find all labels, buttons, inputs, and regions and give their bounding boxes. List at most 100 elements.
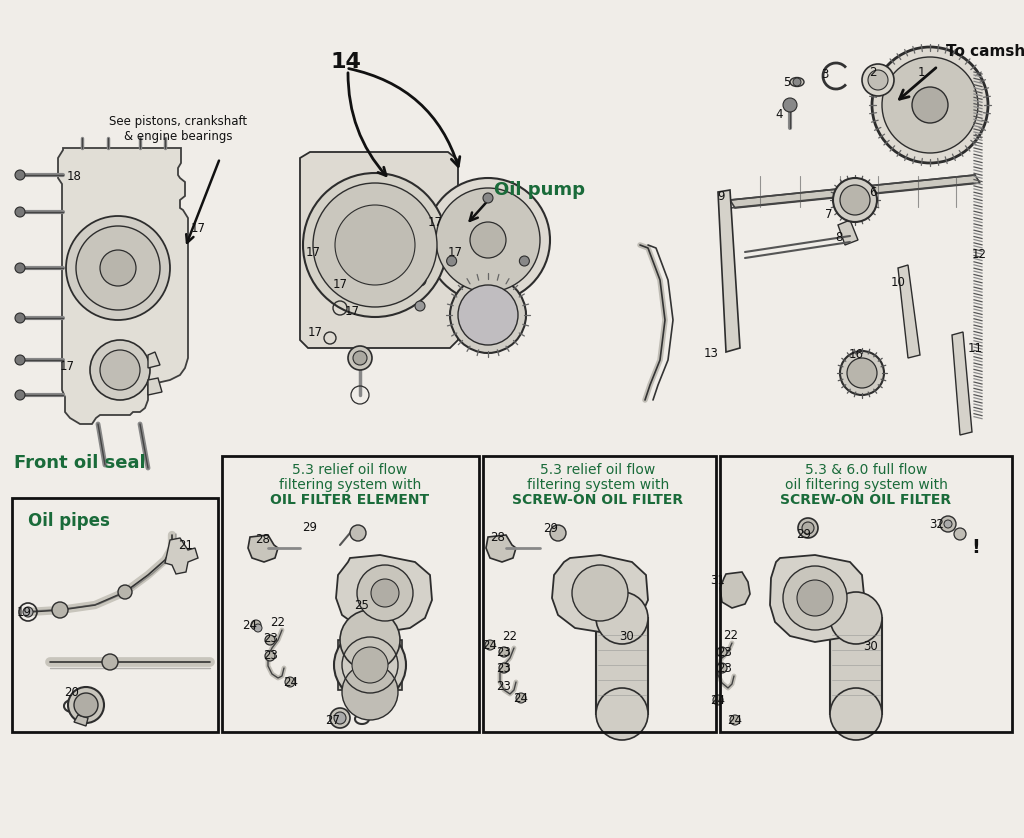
Polygon shape xyxy=(952,332,972,435)
Text: 24: 24 xyxy=(482,639,498,651)
Circle shape xyxy=(265,635,275,645)
Circle shape xyxy=(550,525,566,541)
Text: 24: 24 xyxy=(243,618,257,632)
Text: SCREW-ON OIL FILTER: SCREW-ON OIL FILTER xyxy=(512,493,684,507)
Text: 23: 23 xyxy=(718,661,732,675)
Circle shape xyxy=(717,647,727,657)
Text: 13: 13 xyxy=(703,346,719,360)
Text: 23: 23 xyxy=(497,680,511,692)
Circle shape xyxy=(872,47,988,163)
Text: 16: 16 xyxy=(849,348,863,360)
Circle shape xyxy=(334,712,346,724)
Circle shape xyxy=(15,355,25,365)
Text: 9: 9 xyxy=(717,189,725,203)
Circle shape xyxy=(68,687,104,723)
Circle shape xyxy=(572,565,628,621)
Circle shape xyxy=(499,647,509,657)
Circle shape xyxy=(516,693,526,703)
Circle shape xyxy=(596,688,648,740)
Text: See pistons, crankshaft
& engine bearings: See pistons, crankshaft & engine bearing… xyxy=(109,115,247,143)
Circle shape xyxy=(798,518,818,538)
Circle shape xyxy=(348,346,372,370)
Circle shape xyxy=(830,688,882,740)
Circle shape xyxy=(436,188,540,292)
Text: 11: 11 xyxy=(968,342,982,354)
Polygon shape xyxy=(248,535,278,562)
Text: 31: 31 xyxy=(711,573,725,587)
Polygon shape xyxy=(898,265,920,358)
Text: 29: 29 xyxy=(302,520,317,534)
Polygon shape xyxy=(770,555,865,642)
Circle shape xyxy=(353,351,367,365)
Text: 24: 24 xyxy=(727,713,742,727)
Circle shape xyxy=(840,185,870,215)
Text: 22: 22 xyxy=(724,628,738,642)
Circle shape xyxy=(940,516,956,532)
Circle shape xyxy=(862,64,894,96)
Text: 1: 1 xyxy=(918,65,925,79)
Text: 23: 23 xyxy=(263,632,279,644)
Text: 17: 17 xyxy=(333,277,347,291)
Circle shape xyxy=(100,350,140,390)
Circle shape xyxy=(830,592,882,644)
Text: 32: 32 xyxy=(930,518,944,530)
Text: oil filtering system with: oil filtering system with xyxy=(784,478,947,492)
Text: 28: 28 xyxy=(256,532,270,546)
Text: 17: 17 xyxy=(190,221,206,235)
Ellipse shape xyxy=(790,77,804,86)
Text: 23: 23 xyxy=(497,661,511,675)
Bar xyxy=(12,498,218,732)
Circle shape xyxy=(330,708,350,728)
Circle shape xyxy=(596,592,648,644)
Text: SCREW-ON OIL FILTER: SCREW-ON OIL FILTER xyxy=(780,493,951,507)
Circle shape xyxy=(485,640,495,650)
Text: OIL FILTER ELEMENT: OIL FILTER ELEMENT xyxy=(270,493,429,507)
Text: 24: 24 xyxy=(513,691,528,705)
Text: 17: 17 xyxy=(447,246,463,258)
Bar xyxy=(830,618,882,714)
Circle shape xyxy=(74,693,98,717)
Text: 10: 10 xyxy=(891,276,905,288)
Text: 23: 23 xyxy=(718,645,732,659)
Circle shape xyxy=(350,525,366,541)
Circle shape xyxy=(90,340,150,400)
Polygon shape xyxy=(486,535,516,562)
Text: 22: 22 xyxy=(270,615,286,628)
Circle shape xyxy=(414,274,426,286)
Text: 24: 24 xyxy=(284,675,299,689)
Polygon shape xyxy=(58,148,188,424)
Polygon shape xyxy=(552,555,648,632)
Bar xyxy=(720,456,1012,732)
Circle shape xyxy=(371,579,399,607)
Text: 30: 30 xyxy=(620,629,635,643)
Circle shape xyxy=(713,695,723,705)
Text: 7: 7 xyxy=(825,208,833,220)
Circle shape xyxy=(499,663,509,673)
Text: 14: 14 xyxy=(331,52,361,72)
Circle shape xyxy=(102,654,118,670)
Text: 17: 17 xyxy=(344,304,359,318)
Text: filtering system with: filtering system with xyxy=(279,478,421,492)
Polygon shape xyxy=(148,378,162,395)
Circle shape xyxy=(730,715,740,725)
Text: 21: 21 xyxy=(178,539,194,551)
Circle shape xyxy=(340,610,400,670)
Circle shape xyxy=(450,277,526,353)
Circle shape xyxy=(334,629,406,701)
Text: 23: 23 xyxy=(263,649,279,661)
Circle shape xyxy=(458,285,518,345)
Circle shape xyxy=(251,620,261,630)
Polygon shape xyxy=(336,555,432,632)
Text: To camshaft: To camshaft xyxy=(946,44,1024,59)
Circle shape xyxy=(303,173,447,317)
Circle shape xyxy=(470,222,506,258)
Circle shape xyxy=(313,183,437,307)
Circle shape xyxy=(357,565,413,621)
Circle shape xyxy=(802,522,814,534)
Circle shape xyxy=(285,677,295,687)
Circle shape xyxy=(52,602,68,618)
Text: 6: 6 xyxy=(869,185,877,199)
Text: 17: 17 xyxy=(307,325,323,339)
Circle shape xyxy=(118,585,132,599)
Text: Oil pipes: Oil pipes xyxy=(28,512,110,530)
